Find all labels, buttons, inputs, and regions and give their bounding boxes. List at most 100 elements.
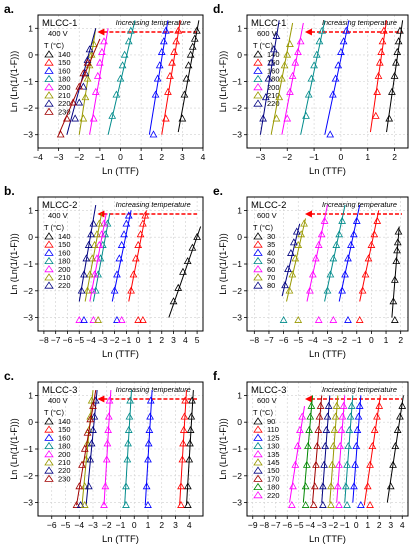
- legend-marker: [44, 417, 54, 425]
- legend-marker: [253, 425, 263, 433]
- data-point: [386, 482, 395, 490]
- data-point: [124, 211, 133, 219]
- x-tick-label: −1: [340, 520, 350, 530]
- legend-marker: [253, 99, 263, 107]
- legend-entry: 210: [58, 458, 71, 467]
- x-tick-label: −6: [279, 335, 289, 345]
- data-point: [296, 425, 304, 433]
- data-point: [75, 315, 84, 323]
- series-170: [310, 395, 325, 503]
- series-60: [306, 204, 329, 302]
- data-point: [315, 412, 324, 420]
- legend-entry: 200: [58, 450, 71, 459]
- data-point: [327, 482, 335, 490]
- data-area: [75, 204, 202, 323]
- y-tick-label: −1: [23, 77, 33, 87]
- legend-entry: 140: [58, 50, 71, 59]
- x-tick-label: −2: [110, 335, 120, 345]
- data-point: [294, 315, 303, 323]
- data-point: [80, 500, 89, 508]
- data-point: [390, 71, 399, 79]
- data-point: [298, 412, 307, 420]
- x-tick-label: −2: [102, 520, 112, 530]
- y-axis-label: Ln (Ln(1/(1-F))): [218, 233, 228, 295]
- data-point: [370, 230, 379, 238]
- y-tick-label: 1: [28, 205, 33, 215]
- data-point: [370, 425, 379, 433]
- data-point: [87, 396, 96, 404]
- voltage-label: 400 V: [48, 29, 68, 38]
- legend-entry: 150: [58, 240, 71, 249]
- x-axis-label: Ln (TTF): [102, 534, 139, 545]
- data-point: [307, 401, 316, 409]
- arrow-label: Increasing temperature: [322, 18, 397, 27]
- data-point: [352, 216, 361, 224]
- data-point: [89, 425, 97, 433]
- data-point: [78, 460, 86, 468]
- x-tick-label: 3: [388, 520, 393, 530]
- x-tick-label: −6: [47, 520, 57, 530]
- x-tick-label: 0: [118, 152, 123, 162]
- data-point: [181, 396, 190, 404]
- data-point: [308, 270, 317, 278]
- y-tick-label: 0: [28, 417, 33, 427]
- x-tick-label: −1: [352, 335, 362, 345]
- data-point: [335, 230, 344, 238]
- fit-line: [363, 395, 381, 506]
- fit-line: [144, 390, 153, 506]
- data-point: [172, 37, 181, 45]
- data-point: [81, 93, 90, 101]
- series-160: [110, 210, 133, 302]
- legend-marker: [44, 466, 54, 474]
- legend-entry: 210: [58, 273, 71, 282]
- data-point: [350, 482, 358, 490]
- data-point: [129, 270, 138, 278]
- x-tick-label: −3: [88, 520, 98, 530]
- data-point: [164, 87, 172, 95]
- data-point: [375, 58, 384, 66]
- data-point: [302, 460, 311, 468]
- y-tick-label: −1: [232, 444, 242, 454]
- legend-marker: [44, 474, 54, 482]
- data-point: [72, 500, 81, 508]
- data-point: [289, 482, 297, 490]
- legend-marker: [253, 265, 263, 273]
- data-point: [331, 74, 340, 82]
- data-point: [95, 58, 104, 66]
- y-tick-label: −3: [23, 313, 33, 323]
- data-point: [327, 500, 335, 508]
- data-point: [86, 415, 95, 423]
- data-point: [392, 256, 401, 265]
- series-140: [183, 390, 196, 506]
- data-point: [100, 37, 108, 45]
- x-tick-label: −4: [305, 520, 315, 530]
- legend-marker: [253, 50, 263, 58]
- panel-letter: c.: [4, 369, 14, 383]
- y-tick-label: −2: [232, 286, 242, 296]
- data-point: [394, 227, 403, 235]
- legend-marker: [44, 99, 54, 107]
- legend-entry: 230: [58, 107, 71, 116]
- data-point: [139, 219, 147, 227]
- data-point: [80, 315, 88, 323]
- voltage-label: 400 V: [48, 396, 68, 405]
- data-point: [83, 428, 92, 436]
- legend-marker: [44, 425, 54, 433]
- data-point: [190, 34, 199, 42]
- data-point: [103, 439, 112, 447]
- fit-line: [103, 390, 112, 506]
- x-tick-label: 3: [180, 152, 185, 162]
- data-point: [89, 315, 98, 323]
- legend-marker: [253, 256, 263, 264]
- legend-marker: [44, 248, 54, 256]
- data-point: [192, 26, 201, 34]
- data-point: [322, 425, 331, 433]
- legend-entry: 200: [58, 83, 71, 92]
- data-point: [87, 439, 96, 447]
- data-point: [342, 26, 351, 34]
- legend-entry: 50: [267, 257, 275, 266]
- legend-entry: 70: [267, 273, 275, 282]
- x-tick-label: −3: [317, 520, 327, 530]
- data-point: [319, 482, 327, 490]
